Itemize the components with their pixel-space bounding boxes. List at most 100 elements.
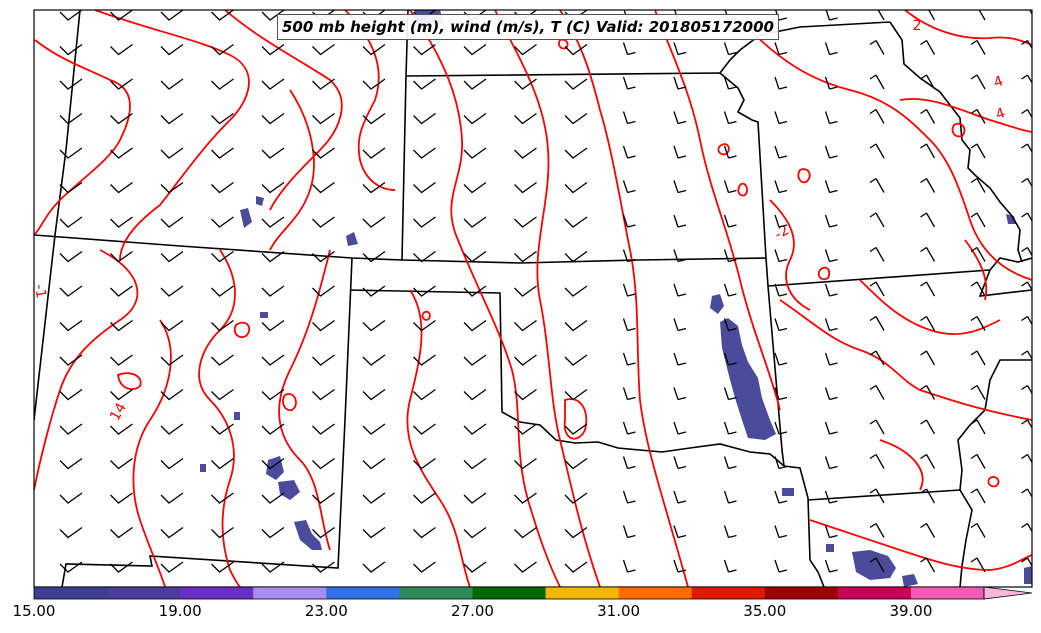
wind-barb bbox=[312, 492, 335, 504]
wind-barb bbox=[622, 214, 636, 228]
wind-barb bbox=[774, 387, 788, 401]
wind-barb bbox=[160, 250, 184, 263]
wind-barb bbox=[970, 384, 986, 400]
wind-barb bbox=[622, 283, 636, 297]
wind-barb bbox=[312, 354, 335, 366]
wind-barb bbox=[514, 147, 537, 159]
state-boundary bbox=[61, 257, 353, 587]
wind-barb bbox=[824, 456, 838, 470]
wind-barb bbox=[970, 74, 986, 90]
wind-barb bbox=[463, 285, 487, 297]
colorbar-tick-label: 35.00 bbox=[743, 602, 787, 620]
wind-barb bbox=[673, 111, 687, 125]
wind-barb bbox=[970, 177, 986, 193]
wind-barb bbox=[211, 457, 234, 470]
wind-barb bbox=[362, 388, 386, 401]
wind-barb bbox=[514, 78, 537, 90]
temperature-contour bbox=[224, 10, 343, 211]
temperature-contour bbox=[859, 279, 1001, 335]
wind-barb bbox=[869, 74, 885, 90]
wind-barb bbox=[514, 388, 537, 401]
wind-barb bbox=[110, 216, 133, 228]
wind-barb bbox=[110, 78, 133, 90]
wind-barb bbox=[59, 526, 83, 539]
wind-barb bbox=[869, 488, 885, 504]
wind-barb bbox=[413, 112, 436, 125]
temperature-contour bbox=[717, 143, 730, 156]
wind-barb bbox=[824, 318, 838, 332]
wind-barb bbox=[824, 145, 838, 159]
wind-barb bbox=[673, 42, 687, 56]
wind-barb bbox=[723, 76, 737, 90]
wind-barb bbox=[622, 456, 636, 470]
temperature-contour bbox=[34, 249, 139, 491]
wind-barb bbox=[920, 350, 936, 366]
wind-barb bbox=[564, 181, 588, 194]
wind-barb bbox=[870, 10, 885, 21]
wind-barb bbox=[970, 315, 986, 331]
wind-barb bbox=[514, 526, 537, 539]
temperature-contour bbox=[809, 519, 1032, 571]
wind-barb bbox=[564, 112, 588, 125]
wind-barb bbox=[110, 147, 133, 159]
wind-barb bbox=[312, 388, 335, 401]
wind-barb bbox=[160, 492, 184, 504]
wind-barb bbox=[59, 78, 83, 90]
wind-barb bbox=[970, 522, 986, 538]
wind-barb bbox=[774, 318, 788, 332]
wind-barb bbox=[110, 457, 133, 470]
wind-barb bbox=[622, 249, 636, 263]
wind-barb bbox=[774, 145, 788, 159]
wind-barb bbox=[312, 423, 335, 435]
wind-barb bbox=[362, 181, 386, 194]
wind-barb bbox=[463, 112, 487, 125]
wind-barb bbox=[622, 387, 636, 401]
wind-barb bbox=[110, 423, 133, 435]
wind-barb bbox=[362, 250, 386, 263]
wind-barb bbox=[824, 42, 838, 56]
temperature-contour bbox=[987, 476, 1000, 488]
wind-barb bbox=[622, 76, 636, 90]
wind-barb bbox=[59, 423, 83, 435]
wind-barb bbox=[514, 457, 537, 470]
state-boundary bbox=[957, 359, 1032, 587]
wind-barb bbox=[774, 76, 788, 90]
shaded-area bbox=[234, 412, 240, 420]
wind-barb bbox=[110, 250, 133, 263]
wind-barb bbox=[723, 249, 737, 263]
wind-barb bbox=[362, 285, 386, 297]
wind-barb bbox=[261, 10, 285, 21]
contour-labels: 244-2-114 bbox=[31, 18, 1008, 424]
wind-barb bbox=[261, 43, 285, 56]
wind-barb bbox=[160, 388, 184, 401]
wind-barb bbox=[920, 143, 936, 159]
wind-barb bbox=[362, 492, 386, 504]
wind-barb bbox=[622, 352, 636, 366]
wind-barb bbox=[970, 419, 986, 435]
colorbar-tick-label: 39.00 bbox=[889, 602, 933, 620]
wind-barb bbox=[673, 76, 687, 90]
wind-barb bbox=[59, 147, 83, 159]
wind-barb bbox=[869, 557, 885, 573]
wind-barb bbox=[362, 319, 386, 332]
wind-barb bbox=[312, 561, 335, 573]
wind-barb bbox=[514, 285, 537, 297]
wind-barb bbox=[59, 285, 83, 297]
wind-barb bbox=[211, 492, 234, 504]
wind-barb bbox=[211, 147, 234, 159]
wind-barb bbox=[970, 488, 986, 504]
wind-barb bbox=[211, 423, 234, 435]
wind-barb bbox=[160, 78, 184, 90]
wind-barb bbox=[920, 108, 936, 124]
wind-barb bbox=[110, 561, 133, 573]
wind-barb bbox=[211, 319, 234, 332]
wind-barb bbox=[463, 319, 487, 332]
state-boundary bbox=[719, 21, 891, 74]
colorbar-extension bbox=[983, 586, 1033, 600]
wind-barb bbox=[869, 39, 885, 55]
contour-label: -1 bbox=[31, 283, 49, 300]
wind-barb bbox=[312, 112, 335, 125]
wind-barb bbox=[564, 354, 588, 366]
state-boundary bbox=[989, 257, 1032, 271]
wind-barb bbox=[774, 525, 788, 539]
